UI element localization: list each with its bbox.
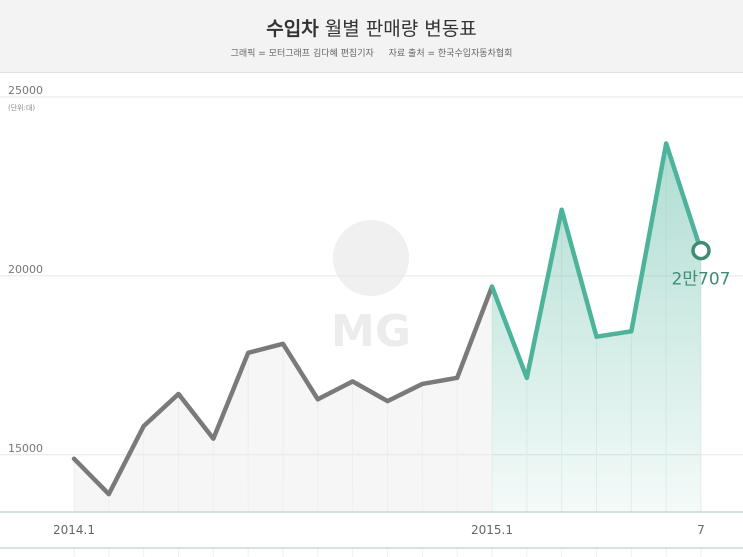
data-point (281, 342, 285, 346)
chart-title: 수입차 월별 판매량 변동표 (0, 14, 743, 41)
labels: 15000 20000 25000 (단위:대) 2만707 (8, 84, 730, 455)
series-line-2014 (71, 284, 495, 497)
credit-graphic: 그래픽 = 모터그래프 김다혜 편집기자 (230, 49, 374, 59)
y-tick-label: 20000 (8, 263, 43, 276)
data-point (246, 351, 250, 355)
data-point (386, 399, 390, 403)
data-point (177, 392, 181, 396)
y-tick-label: 15000 (8, 442, 43, 455)
y-tick-label: 25000 (8, 84, 43, 97)
chart-header: 수입차 월별 판매량 변동표 그래픽 = 모터그래프 김다혜 편집기자 자료 출… (0, 0, 743, 73)
last-point-label: 2만707 (672, 270, 731, 290)
axes: 2014.1 2015.1 7 (0, 511, 743, 549)
y-unit-label: (단위:대) (8, 103, 35, 112)
chart-title-rest: 월별 판매량 변동표 (318, 18, 477, 40)
watermark-logo-icon (333, 220, 409, 296)
x-tick-label: 2015.1 (471, 523, 513, 537)
watermark: MG (331, 220, 411, 357)
data-point (490, 285, 494, 289)
data-point (629, 329, 633, 333)
data-point (664, 142, 668, 146)
x-tick-label: 2014.1 (53, 523, 95, 537)
data-point (142, 424, 146, 428)
watermark-text: MG (331, 306, 411, 357)
data-point (525, 376, 529, 380)
data-point (560, 208, 564, 212)
series-lines (71, 141, 711, 497)
data-point (455, 376, 459, 380)
series-line-2015 (489, 141, 704, 381)
x-tick-label: 7 (697, 523, 705, 537)
x-axis-band (0, 512, 743, 548)
data-point (316, 397, 320, 401)
area-2014 (74, 286, 492, 512)
data-point (420, 382, 424, 386)
chart-credits: 그래픽 = 모터그래프 김다혜 편집기자 자료 출처 = 한국수입자동차협회 (0, 46, 743, 59)
area-fills (74, 143, 701, 513)
data-point (107, 492, 111, 496)
area-2015 (492, 143, 701, 513)
data-point (211, 437, 215, 441)
last-point-marker (691, 240, 711, 261)
data-point (595, 335, 599, 339)
credit-source: 자료 출처 = 한국수입자동차협회 (388, 49, 513, 59)
chart-title-bold: 수입차 (266, 18, 319, 40)
data-point (351, 379, 355, 383)
data-point (72, 457, 76, 461)
